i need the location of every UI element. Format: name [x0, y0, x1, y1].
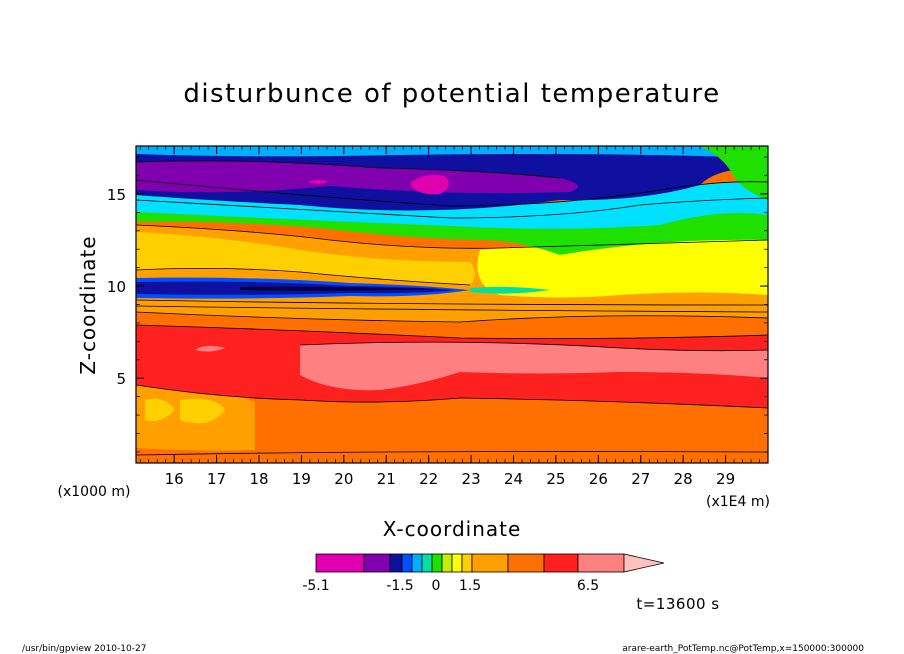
colorbar-tick-label: -5.1 [302, 578, 329, 594]
x-tick-label: 20 [334, 470, 353, 488]
y-tick-label: 10 [107, 278, 126, 296]
x-axis: 16 17 18 19 20 21 22 23 24 25 26 27 28 29 [139, 146, 769, 488]
layer-pink [300, 342, 768, 391]
colorbar-segment [471, 553, 509, 573]
x-tick-label: 26 [589, 470, 608, 488]
colorbar-arrow [623, 553, 665, 573]
x-tick-label: 24 [504, 470, 523, 488]
layer-cyan [136, 180, 768, 229]
y-axis: 5 10 15 [107, 156, 768, 453]
colorbar-tick-label: 1.5 [459, 578, 481, 594]
colorbar-segment [421, 553, 433, 573]
x-tick-label: 22 [419, 470, 438, 488]
layer-pink-small [195, 345, 225, 352]
footer-right: arare-earth_PotTemp.nc@PotTemp,x=150000:… [622, 644, 864, 654]
y-tick-label: 5 [116, 370, 126, 388]
x-tick-label: 28 [674, 470, 693, 488]
colorbar-tick-label: -1.5 [386, 578, 413, 594]
colorbar-segment [401, 553, 413, 573]
layer-lower-yellow [145, 398, 225, 424]
x-tick-label: 27 [631, 470, 650, 488]
layer-yellow-left [136, 232, 475, 285]
colorbar-segment [411, 553, 423, 573]
x-tick-label: 29 [716, 470, 735, 488]
layer-yellow [477, 238, 768, 298]
time-annotation: t=13600 s [636, 595, 719, 613]
x-tick-label: 16 [165, 470, 184, 488]
colorbar-labels: -5.1 -1.5 0 1.5 6.5 [302, 578, 599, 594]
layer-jet-cyan [470, 286, 550, 294]
colorbar [315, 553, 665, 573]
colorbar-segment [451, 553, 463, 573]
colorbar-segment [315, 553, 365, 573]
x-tick-label: 18 [249, 470, 268, 488]
colorbar-segment [389, 553, 403, 573]
y-unit-label: (x1000 m) [58, 484, 131, 500]
footer-left: /usr/bin/gpview 2010-10-27 [22, 644, 146, 654]
x-tick-label: 25 [546, 470, 565, 488]
colorbar-segment [363, 553, 391, 573]
colorbar-segment [543, 553, 579, 573]
layer-magenta [410, 174, 449, 195]
x-tick-label: 21 [377, 470, 396, 488]
contour-lines [136, 160, 768, 456]
colorbar-segment [461, 553, 473, 573]
layer-jet-black [240, 286, 440, 291]
colorbar-segment [507, 553, 545, 573]
colorbar-segment [431, 553, 443, 573]
x-tick-label: 17 [207, 470, 226, 488]
layer-magenta-small [308, 180, 328, 184]
layer-top-green [700, 146, 768, 200]
colorbar-tick-label: 6.5 [577, 578, 599, 594]
heatmap-field [136, 146, 768, 463]
x-axis-label: X-coordinate [383, 517, 522, 541]
x-tick-label: 23 [462, 470, 481, 488]
y-tick-label: 15 [107, 186, 126, 204]
colorbar-segment [577, 553, 625, 573]
layer-purple [136, 160, 578, 194]
layer-top-cyan [136, 146, 768, 158]
colorbar-tick-label: 0 [432, 578, 441, 594]
x-unit-label: (x1E4 m) [706, 494, 770, 510]
y-axis-label: Z-coordinate [76, 235, 100, 374]
chart-title: disturbunce of potential temperature [183, 79, 720, 109]
x-tick-label: 19 [292, 470, 311, 488]
colorbar-segment [441, 553, 453, 573]
